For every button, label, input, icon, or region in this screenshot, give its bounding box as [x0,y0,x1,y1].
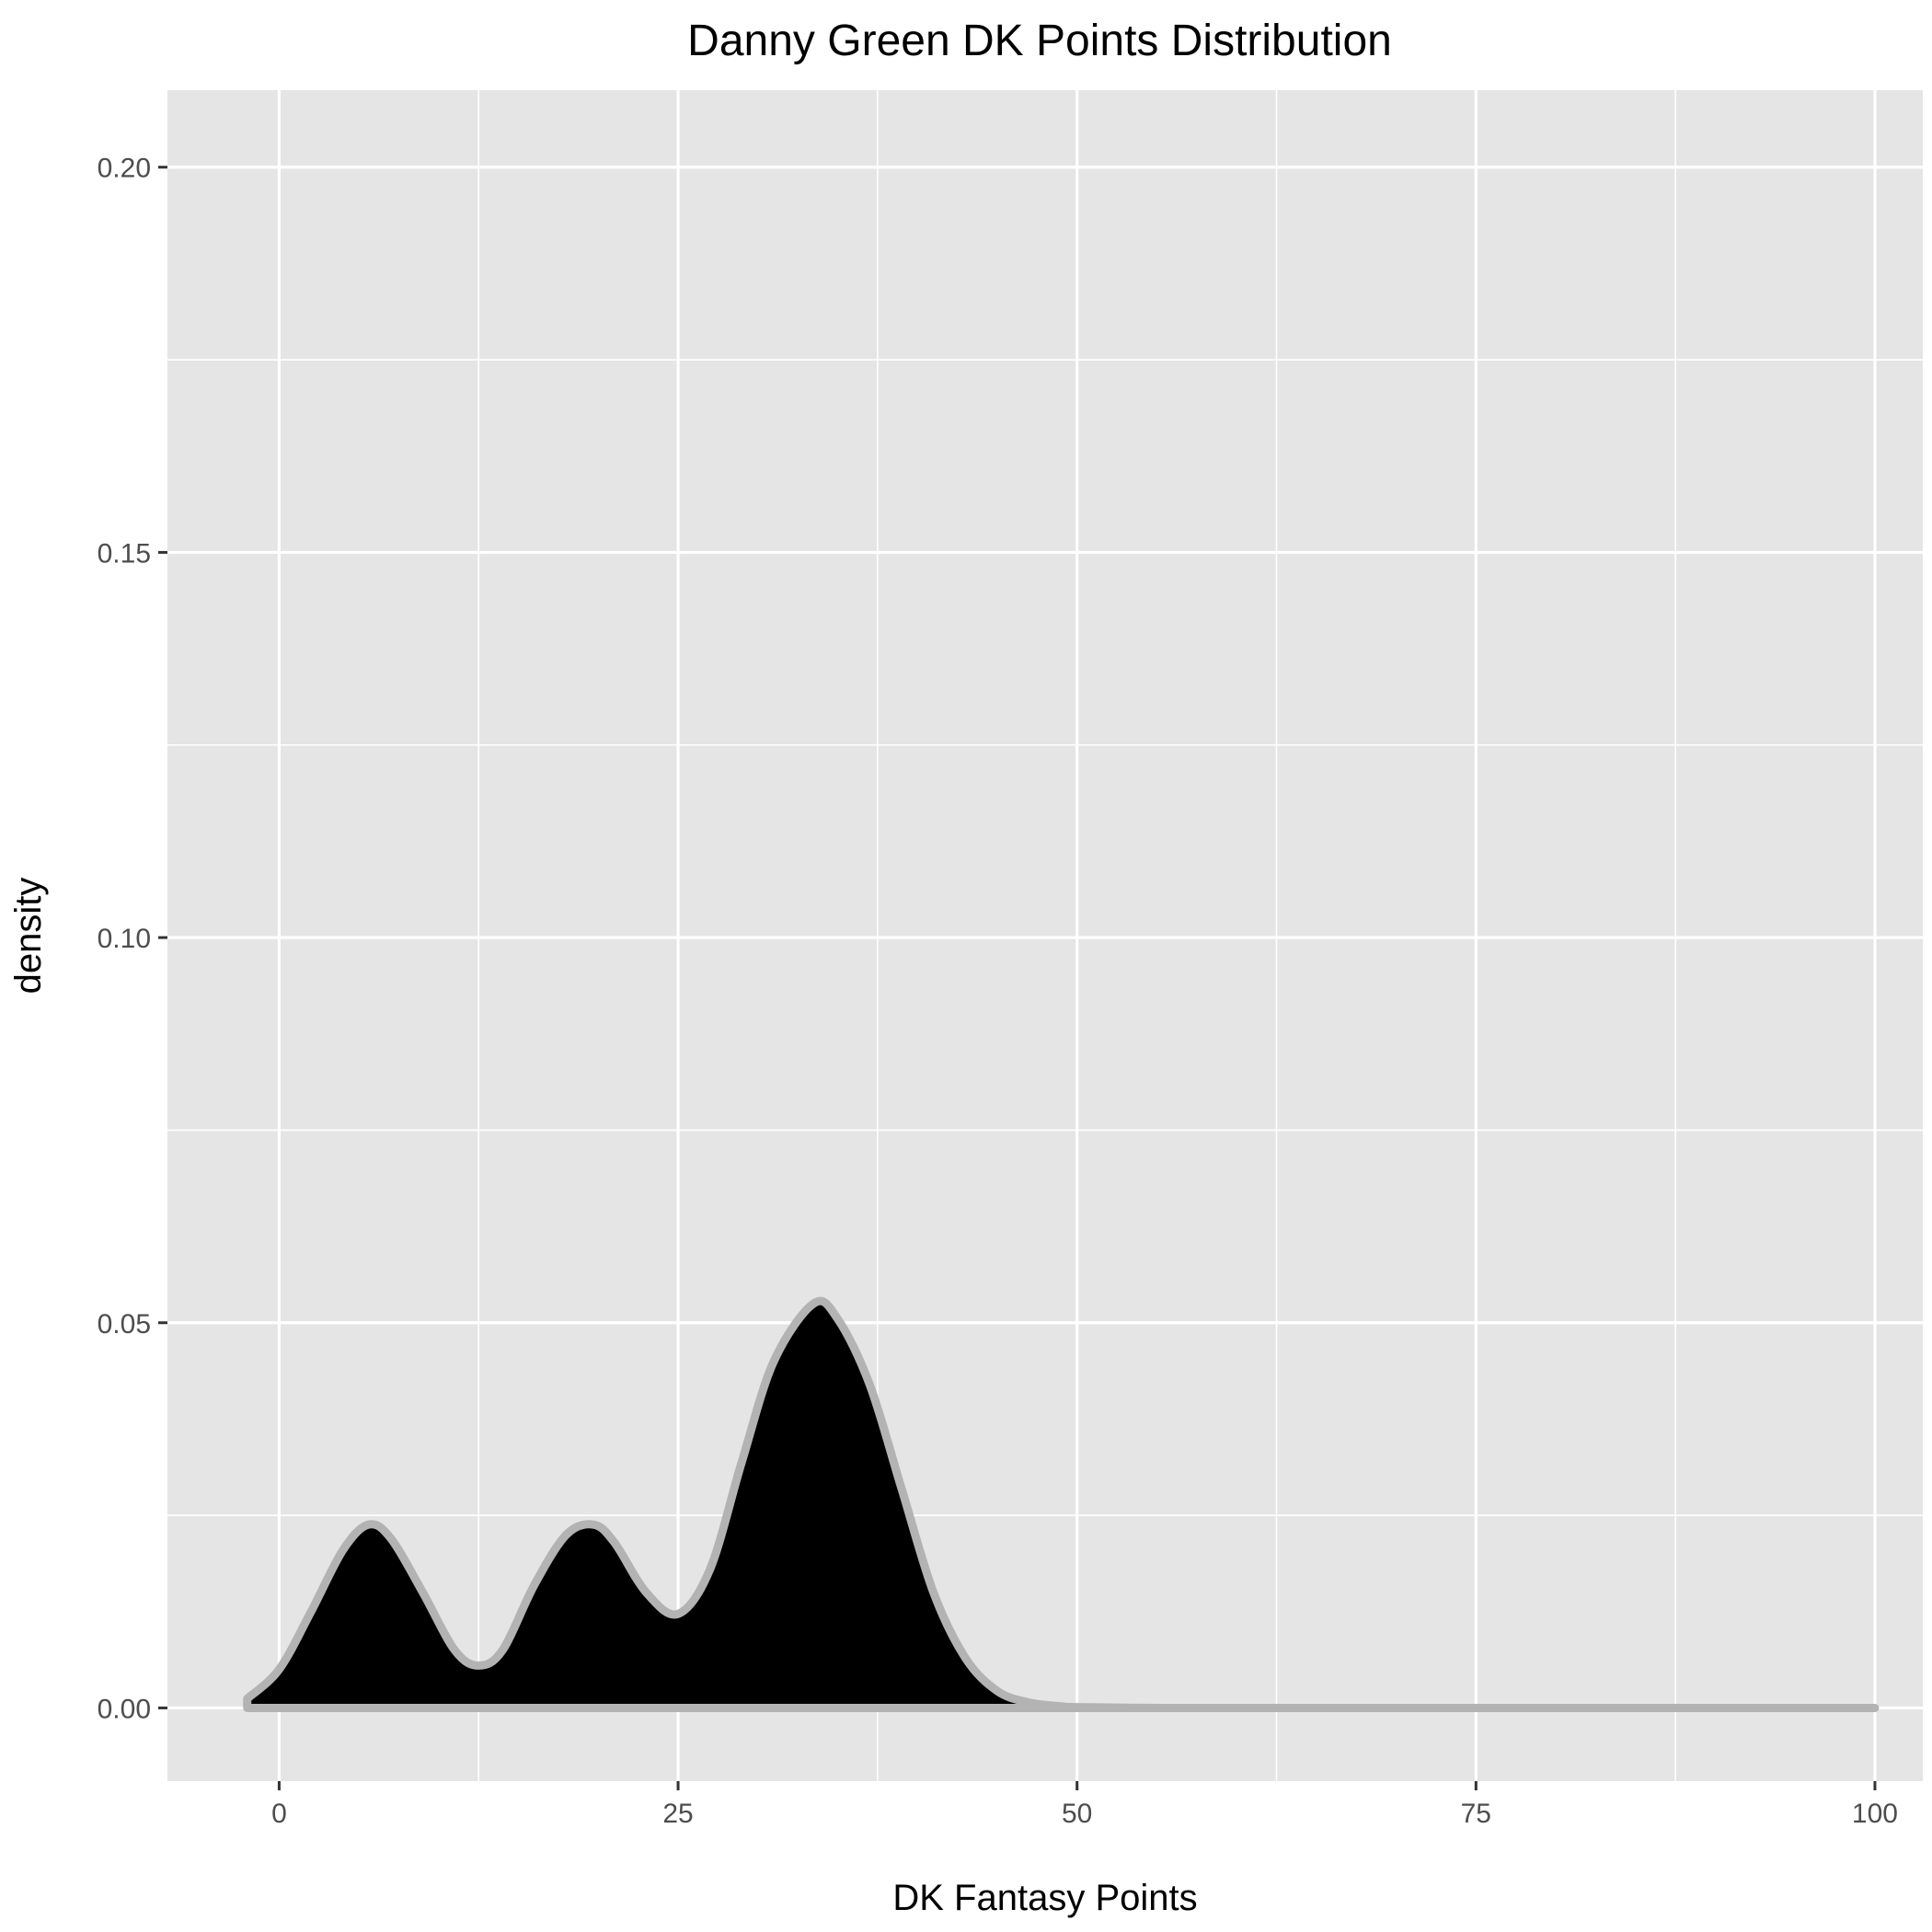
y-tick-label: 0.05 [98,1309,151,1340]
density-layer [243,1296,1880,1713]
y-axis: 0.00 0.05 0.10 0.15 0.20 [98,154,167,1724]
y-axis-title: density [8,878,49,995]
chart-title: Danny Green DK Points Distribution [687,17,1392,65]
x-tick-label: 50 [1062,1799,1092,1829]
x-axis: 0 25 50 75 100 [271,1781,1898,1829]
x-axis-title: DK Fantasy Points [892,1878,1197,1918]
x-tick-label: 75 [1461,1799,1491,1829]
y-tick-label: 0.20 [98,154,151,184]
x-tick-label: 0 [271,1799,287,1829]
density-line [243,1296,1880,1713]
plot-panel [167,90,1923,1781]
x-tick-label: 25 [662,1799,693,1829]
y-tick-label: 0.00 [98,1694,151,1724]
y-tick-label: 0.15 [98,538,151,569]
x-tick-label: 100 [1852,1799,1898,1829]
y-tick-label: 0.10 [98,924,151,954]
